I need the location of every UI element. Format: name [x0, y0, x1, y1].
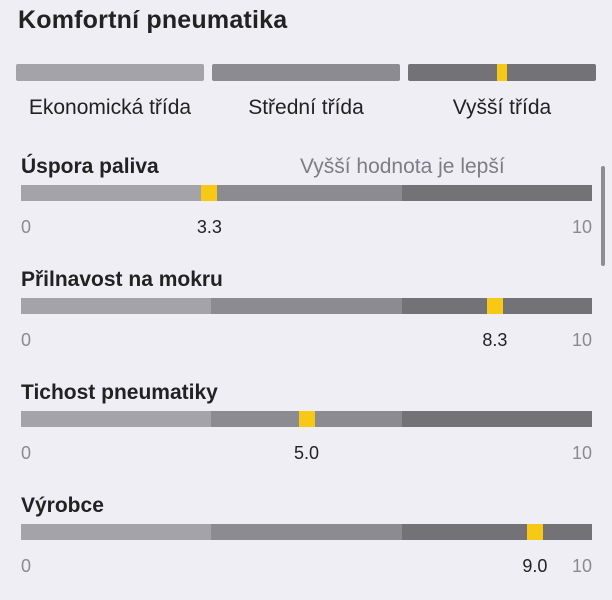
metric-manufacturer: Výrobce 0 9.0 10	[21, 494, 592, 594]
metric-rating-bar	[21, 411, 592, 427]
rating-value: 9.0	[522, 556, 548, 576]
segment-high	[402, 411, 592, 427]
scale-max: 10	[571, 330, 592, 350]
class-label-middle: Střední třída	[248, 96, 364, 119]
segment-high	[402, 524, 592, 540]
metric-rating-bar	[21, 524, 592, 540]
rating-value: 5.0	[293, 443, 320, 463]
scrollbar[interactable]	[601, 166, 605, 266]
segment-low	[21, 524, 211, 540]
rating-marker	[298, 411, 315, 427]
metric-fuel-economy: Úspora paliva 0 3.3 10	[21, 155, 592, 255]
scale-max: 10	[571, 443, 592, 463]
scale-max: 10	[571, 217, 592, 237]
segment-mid	[211, 185, 402, 201]
scale-min: 0	[21, 556, 32, 576]
tire-class-legend	[16, 64, 596, 81]
metric-wet-grip: Přilnavost na mokru 0 8.3 10	[21, 268, 592, 368]
scale-max: 10	[571, 556, 592, 576]
segment-low	[21, 185, 211, 201]
metric-noise: Tichost pneumatiky 0 5.0 10	[21, 381, 592, 481]
class-bar-middle	[212, 64, 400, 81]
class-marker	[497, 64, 507, 81]
higher-is-better-hint: Vyšší hodnota je lepší	[300, 155, 505, 178]
segment-low	[21, 411, 211, 427]
page-title: Komfortní pneumatika	[18, 6, 288, 34]
segment-low	[21, 298, 211, 314]
class-label-premium: Vyšší třída	[452, 96, 552, 119]
segment-mid	[211, 298, 402, 314]
metric-label: Výrobce	[21, 494, 104, 517]
metric-label: Přilnavost na mokru	[21, 268, 223, 291]
rating-marker	[486, 298, 503, 314]
metric-label: Úspora paliva	[21, 155, 159, 178]
rating-marker	[526, 524, 543, 540]
metric-rating-bar	[21, 185, 592, 201]
rating-value: 8.3	[482, 330, 508, 350]
class-bar-economy	[16, 64, 204, 81]
scale-min: 0	[21, 443, 32, 463]
metric-rating-bar	[21, 298, 592, 314]
segment-mid	[211, 524, 402, 540]
rating-value: 3.3	[196, 217, 222, 237]
rating-marker	[201, 185, 218, 201]
scale-min: 0	[21, 217, 32, 237]
scale-min: 0	[21, 330, 32, 350]
class-label-economy: Ekonomická třída	[28, 96, 192, 119]
segment-high	[402, 185, 592, 201]
metric-label: Tichost pneumatiky	[21, 381, 218, 404]
